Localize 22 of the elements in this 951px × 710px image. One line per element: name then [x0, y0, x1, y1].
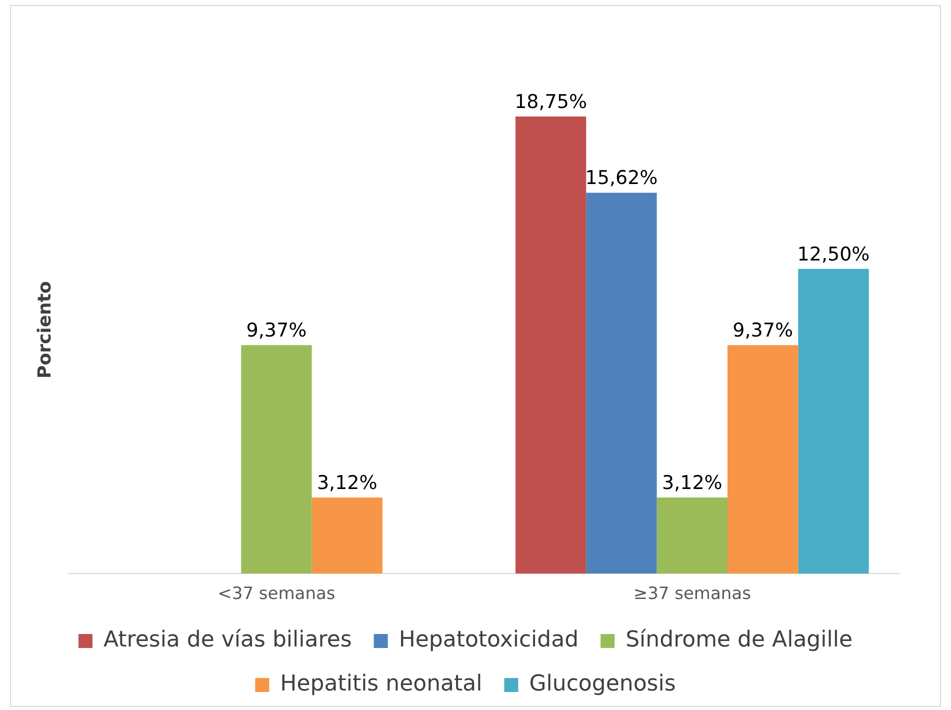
bar [798, 268, 869, 574]
legend-label: Glucogenosis [529, 672, 676, 697]
x-tick-label: <37 semanas [218, 584, 336, 604]
legend-label: Atresia de vías biliares [103, 628, 352, 653]
data-label: 3,12% [316, 472, 378, 494]
legend-label: Síndrome de Alagille [626, 628, 853, 653]
bar [727, 345, 798, 574]
data-label: 9,37% [732, 320, 793, 342]
data-label: 15,62% [585, 167, 658, 190]
legend-label: Hepatotoxicidad [398, 628, 579, 653]
x-tick-label: ≥37 semanas [633, 584, 752, 604]
data-label: 18,75% [514, 90, 588, 113]
data-label: 12,50% [797, 243, 870, 266]
data-label: 3,12% [662, 472, 722, 494]
legend-label: Hepatitis neonatal [280, 672, 482, 697]
bar [515, 116, 586, 574]
data-label: 9,37% [246, 320, 307, 342]
bar [241, 345, 312, 574]
y-axis-title: Porciento [34, 281, 56, 378]
bar [312, 498, 382, 574]
bar [586, 192, 657, 574]
bar [656, 498, 728, 574]
